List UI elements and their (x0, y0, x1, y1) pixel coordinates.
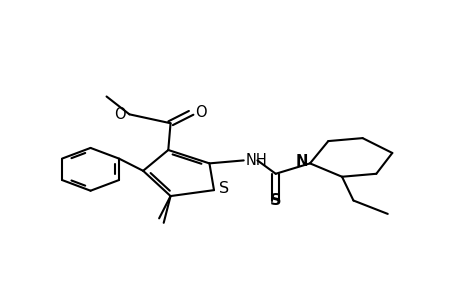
Text: methyl: methyl (161, 230, 166, 231)
Text: S: S (269, 193, 281, 208)
Text: N: N (295, 154, 307, 169)
Text: O: O (114, 107, 125, 122)
Text: S: S (218, 181, 228, 196)
Text: NH: NH (246, 153, 267, 168)
Text: O: O (194, 105, 206, 120)
